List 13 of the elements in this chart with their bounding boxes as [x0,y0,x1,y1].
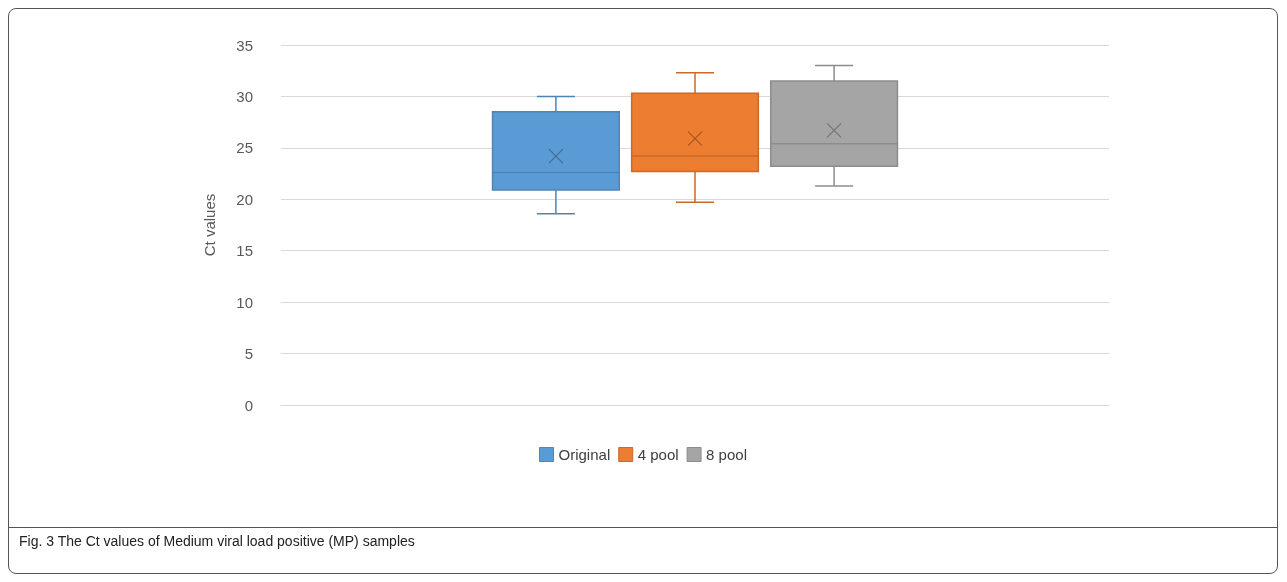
y-tick-label: 15 [236,242,253,260]
y-tick-label: 10 [236,293,253,311]
legend-label: 4 pool [637,446,679,463]
legend-label: Original [558,446,611,463]
y-tick-label: 5 [244,345,253,363]
legend-label: 8 pool [706,446,747,463]
y-tick-label: 25 [236,139,253,157]
y-tick-label: 30 [236,87,253,105]
caption: Fig. 3 The Ct values of Medium viral load positive (MP) samples [19,533,415,549]
y-tick-label: 20 [236,190,253,208]
y-tick-label: 35 [236,36,253,54]
y-axis-title: Ct values [201,193,218,257]
y-tick-label: 0 [244,396,253,414]
